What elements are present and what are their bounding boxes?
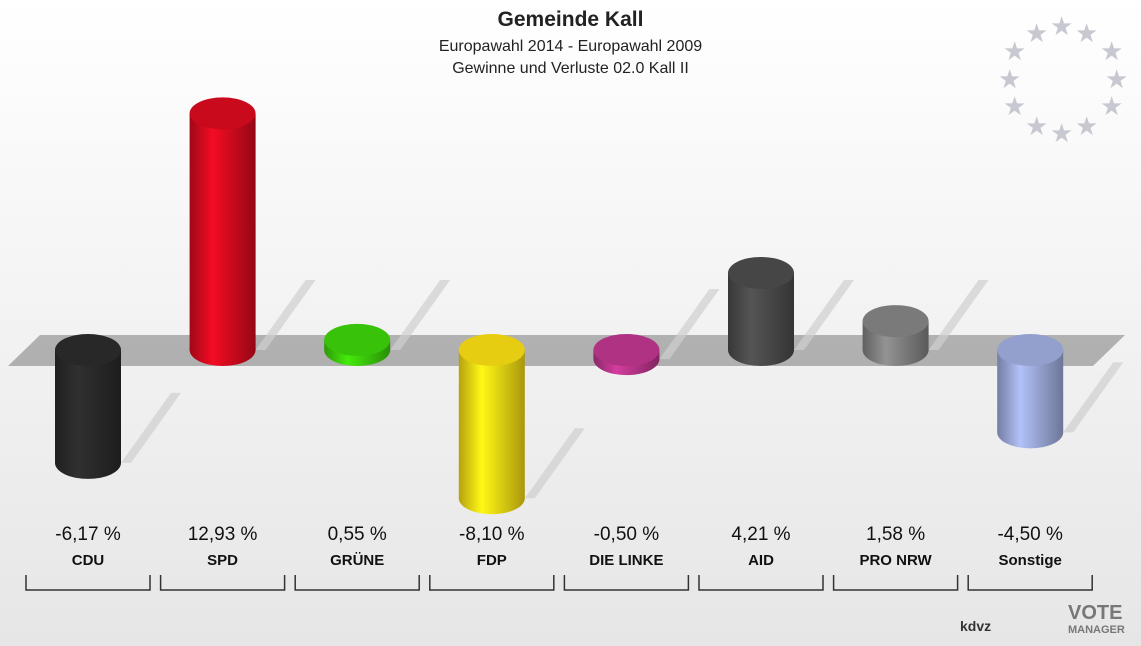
logo-text: VOTE xyxy=(1068,602,1122,625)
bar-top xyxy=(459,334,525,366)
bar xyxy=(459,350,525,498)
svg-text:★: ★ xyxy=(1075,111,1098,141)
bracket xyxy=(295,575,419,590)
svg-text:★: ★ xyxy=(1100,91,1123,121)
plot: ★★★★★★★★★★★★ xyxy=(0,0,1141,646)
chart: ★★★★★★★★★★★★ Gemeinde Kall Europawahl 20… xyxy=(0,0,1141,646)
bar-top xyxy=(190,97,256,129)
x-tick-label: FDP xyxy=(432,553,552,569)
shadow xyxy=(525,428,585,498)
value-label: -0,50 % xyxy=(561,524,691,546)
subtitle: Europawahl 2014 - Europawahl 2009 xyxy=(0,38,1141,56)
x-tick-label: PRO NRW xyxy=(836,553,956,569)
bracket xyxy=(699,575,823,590)
bar-top xyxy=(55,334,121,366)
bracket xyxy=(26,575,150,590)
bar-top xyxy=(863,305,929,337)
bar-top xyxy=(593,334,659,366)
value-label: -6,17 % xyxy=(23,524,153,546)
shadow xyxy=(1063,362,1123,432)
x-tick-label: DIE LINKE xyxy=(566,553,686,569)
bracket xyxy=(968,575,1092,590)
value-label: 4,21 % xyxy=(696,524,826,546)
x-tick-label: Sonstige xyxy=(970,553,1090,569)
svg-text:★: ★ xyxy=(1003,91,1026,121)
value-label: -8,10 % xyxy=(427,524,557,546)
svg-text:★: ★ xyxy=(1050,118,1073,148)
baseline-band xyxy=(8,335,1125,366)
chart-title: Gemeinde Kall xyxy=(0,8,1141,32)
bracket xyxy=(430,575,554,590)
logo-text: kdvz xyxy=(960,618,991,634)
shadow xyxy=(121,393,181,463)
value-label: 12,93 % xyxy=(158,524,288,546)
value-label: 0,55 % xyxy=(292,524,422,546)
x-tick-label: AID xyxy=(701,553,821,569)
bracket xyxy=(564,575,688,590)
bracket xyxy=(834,575,958,590)
svg-text:★: ★ xyxy=(1025,111,1048,141)
bar-top xyxy=(997,334,1063,366)
bar xyxy=(55,350,121,463)
x-tick-label: GRÜNE xyxy=(297,553,417,569)
subtitle: Gewinne und Verluste 02.0 Kall II xyxy=(0,60,1141,78)
logo-text: MANAGER xyxy=(1068,624,1125,636)
x-tick-label: SPD xyxy=(163,553,283,569)
x-tick-label: CDU xyxy=(28,553,148,569)
value-label: -4,50 % xyxy=(965,524,1095,546)
bracket xyxy=(161,575,285,590)
value-label: 1,58 % xyxy=(831,524,961,546)
bar-top xyxy=(728,257,794,289)
bar xyxy=(190,113,256,350)
bar-top xyxy=(324,324,390,356)
